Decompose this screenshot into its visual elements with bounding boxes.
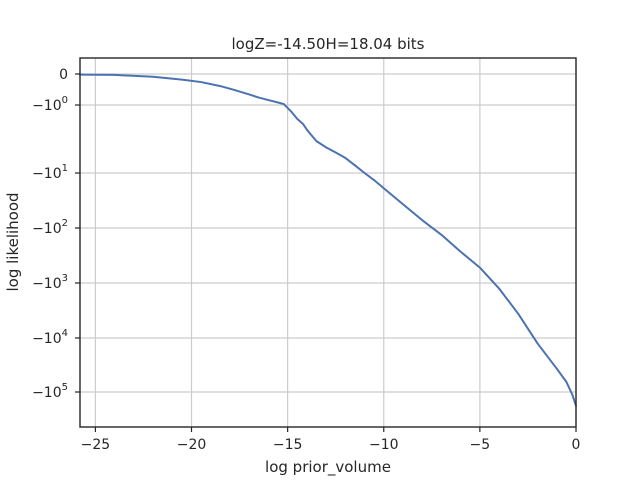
- y-tick-label-exponent: 1: [62, 163, 68, 174]
- x-tick-label: −5: [470, 437, 491, 453]
- x-tick-label: −20: [177, 437, 207, 453]
- y-tick-label-base: −10: [32, 98, 62, 114]
- grid: [80, 58, 577, 427]
- y-tick-label-exponent: 2: [62, 218, 68, 229]
- x-tick-label: −10: [369, 437, 399, 453]
- y-tick-label: −104: [32, 328, 68, 347]
- y-tick-label-base: −10: [32, 166, 62, 182]
- plot-frame: [79, 57, 577, 428]
- y-tick-label: −103: [32, 273, 68, 292]
- x-tick-label: 0: [572, 437, 581, 453]
- x-axis-ticks: −25 −20 −15 −10 −5 0: [81, 427, 581, 453]
- y-tick-label-base: −10: [32, 331, 62, 347]
- y-tick-label-base: −10: [32, 276, 62, 292]
- y-axis-ticks: 0−100−101−102−103−104−105: [32, 67, 80, 401]
- y-tick-label: −105: [32, 382, 68, 401]
- y-tick-label-base: −10: [32, 221, 62, 237]
- x-tick-label: −25: [81, 437, 111, 453]
- y-tick-label: −100: [32, 95, 68, 114]
- x-axis-label: log prior_volume: [265, 458, 391, 477]
- y-tick-label: −101: [32, 163, 68, 182]
- y-tick-label-exponent: 3: [62, 273, 68, 284]
- series-line: [79, 73, 577, 407]
- y-tick-label-exponent: 5: [62, 382, 68, 393]
- y-tick-label-exponent: 0: [62, 95, 68, 106]
- y-tick-label: −102: [32, 218, 68, 237]
- x-tick-label: −15: [273, 437, 303, 453]
- y-axis-label: log likelihood: [4, 192, 22, 291]
- y-tick-label: 0: [59, 67, 68, 83]
- y-tick-label-base: −10: [32, 385, 62, 401]
- y-tick-label-base: 0: [59, 67, 68, 83]
- chart-title: logZ=-14.50H=18.04 bits: [231, 35, 424, 53]
- y-tick-label-exponent: 4: [62, 328, 68, 339]
